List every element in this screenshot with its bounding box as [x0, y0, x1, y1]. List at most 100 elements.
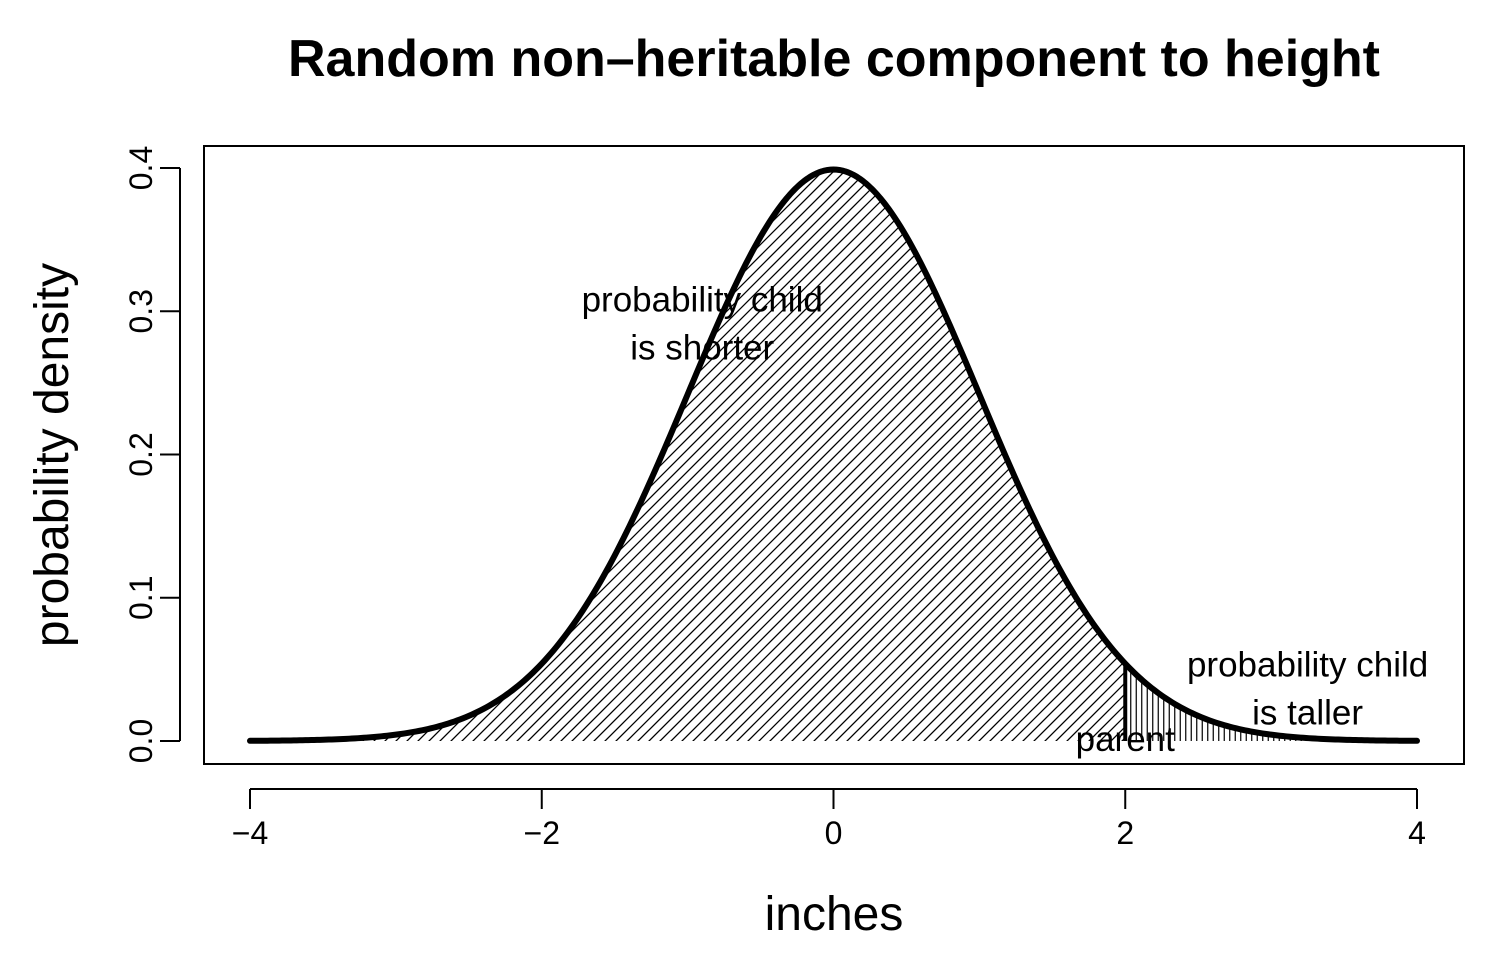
hatch-line: [250, 169, 661, 742]
hatch-line: [267, 169, 969, 742]
hatch-line: [250, 169, 584, 742]
hatch-line: [597, 169, 1126, 742]
hatch-line: [509, 169, 1126, 742]
hatch-line: [806, 169, 1126, 742]
hatch-line: [250, 169, 881, 742]
hatch-line: [454, 169, 1126, 742]
y-tick-label: 0.0: [123, 719, 159, 763]
y-tick-label: 0.1: [123, 576, 159, 620]
y-tick-label: 0.2: [123, 432, 159, 476]
hatch-line: [1445, 70, 1500, 770]
hatch-line: [993, 169, 1126, 742]
hatch-line: [553, 169, 1126, 742]
hatch-line: [250, 169, 628, 742]
hatch-line: [564, 169, 1126, 742]
hatch-line: [250, 169, 760, 742]
hatch-line: [608, 169, 1126, 742]
annotations: probability child is shorter probability c…: [582, 280, 1429, 759]
y-tick-label: 0.3: [123, 289, 159, 333]
hatch-line: [421, 169, 1123, 742]
hatch-line: [487, 169, 1126, 742]
hatch-line: [861, 169, 1126, 742]
hatch-line: [630, 169, 1126, 742]
hatch-line: [883, 169, 1126, 742]
hatch-line: [250, 169, 903, 742]
hatch-line: [250, 169, 650, 742]
x-tick-label: −4: [232, 815, 268, 851]
hatch-line: [894, 169, 1126, 742]
hatch-line: [575, 169, 1126, 742]
hatch-line: [377, 169, 1079, 742]
hatch-line: [542, 169, 1126, 742]
hatch-line: [333, 169, 1035, 742]
hatch-line: [250, 169, 617, 742]
hatch-line: [586, 169, 1126, 742]
hatch-line: [443, 169, 1126, 742]
plot-frame: [203, 145, 1465, 765]
hatch-line: [938, 169, 1126, 742]
hatch-line: [250, 169, 694, 742]
hatch-line: [250, 169, 848, 742]
x-tick-label: 2: [1116, 815, 1134, 851]
hatch-line: [366, 169, 1068, 742]
hatch-line: [344, 169, 1046, 742]
x-tick-label: −2: [524, 815, 560, 851]
hatch-line: [839, 169, 1126, 742]
hatch-line: [795, 169, 1126, 742]
y-axis-label: probability density: [26, 263, 79, 647]
hatch-line: [1489, 70, 1500, 770]
hatch-line: [410, 169, 1112, 742]
chart-title: Random non–heritable component to height: [288, 30, 1380, 88]
hatch-line: [289, 169, 991, 742]
hatch-line: [619, 169, 1126, 742]
hatch-line: [971, 169, 1126, 742]
x-tick-label: 0: [825, 815, 843, 851]
hatch-line: [949, 169, 1126, 742]
hatch-line: [250, 169, 540, 742]
hatch-line: [872, 169, 1126, 742]
hatch-line: [1467, 70, 1500, 770]
hatch-line: [850, 169, 1126, 742]
hatch-line: [1456, 70, 1500, 770]
hatch-line: [250, 169, 936, 742]
hatch-line: [1434, 70, 1500, 770]
hatch-line: [250, 169, 606, 742]
hatch-line: [250, 169, 595, 742]
y-axis: 0.0 0.1 0.2 0.3 0.4: [123, 146, 181, 763]
x-axis-label: inches: [765, 888, 904, 941]
hatch-line: [355, 169, 1057, 742]
hatch-line: [1423, 70, 1500, 770]
annotation-parent: parent: [1076, 720, 1176, 759]
hatch-line: [250, 169, 870, 742]
x-axis: −4 −2 0 2 4: [232, 788, 1426, 851]
annotation-taller: is taller: [1252, 694, 1363, 733]
hatch-line: [250, 169, 683, 742]
hatch-line: [784, 169, 1126, 742]
annotation-shorter: is shorter: [630, 328, 774, 367]
hatch-line: [250, 169, 793, 742]
x-tick-label: 4: [1408, 815, 1426, 851]
hatch-line: [250, 169, 826, 742]
hatch-line: [399, 169, 1101, 742]
hatch-line: [817, 169, 1126, 742]
hatch-line: [0, 70, 22, 770]
hatch-line: [250, 169, 947, 742]
hatch-line: [250, 169, 716, 742]
hatch-line: [311, 169, 1013, 742]
y-tick-label: 0.4: [123, 146, 159, 190]
hatch-line: [278, 169, 980, 742]
hatch-line: [982, 169, 1126, 742]
hatch-line: [322, 169, 1024, 742]
hatch-line: [250, 169, 837, 742]
hatch-line: [960, 169, 1126, 742]
hatch-line: [250, 169, 529, 742]
hatch-line: [916, 169, 1126, 742]
hatch-line: [828, 169, 1126, 742]
hatch-line: [520, 169, 1126, 742]
hatch-line: [250, 169, 859, 742]
hatch-line: [1478, 70, 1500, 770]
hatch-line: [927, 169, 1126, 742]
annotation-taller: probability child: [1187, 646, 1428, 685]
hatch-line: [250, 169, 562, 742]
